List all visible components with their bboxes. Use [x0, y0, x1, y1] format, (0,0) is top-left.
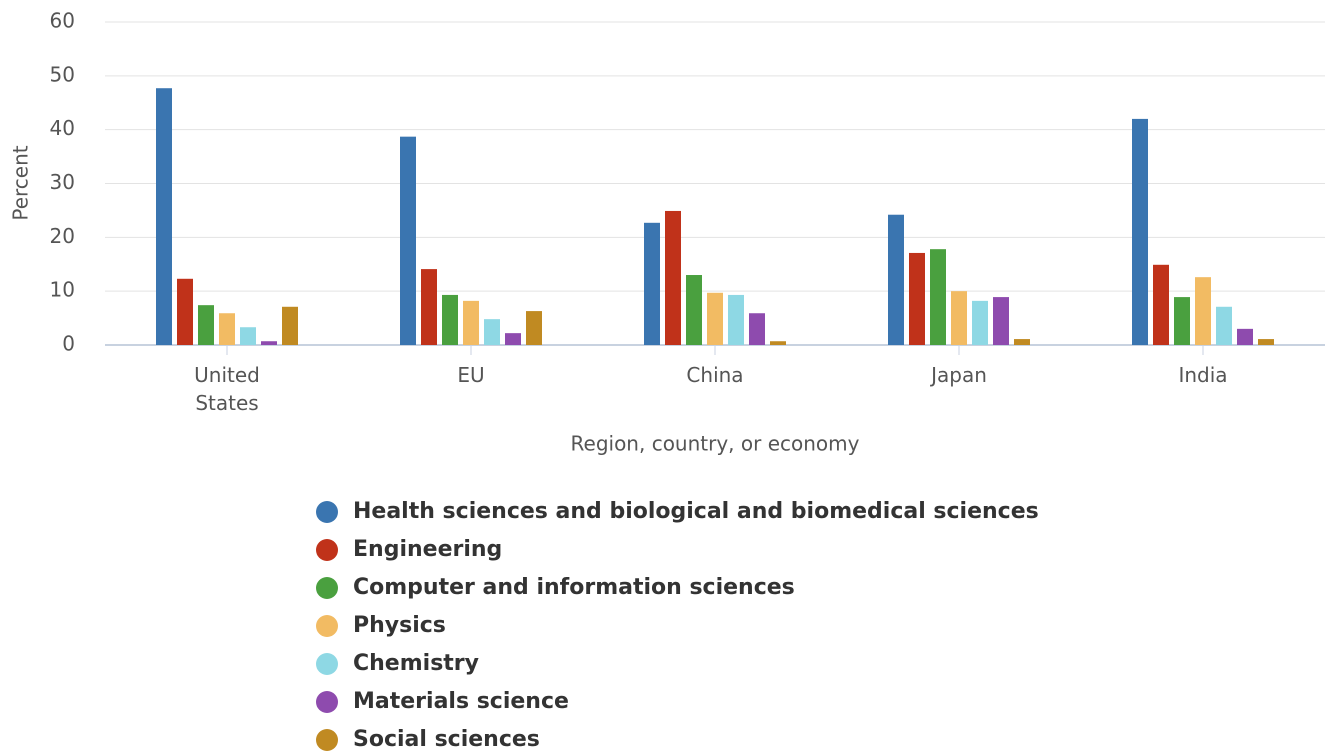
legend-label: Engineering [353, 537, 502, 562]
legend-label: Physics [353, 613, 446, 638]
bar [707, 292, 723, 345]
legend-label: Health sciences and biological and biome… [353, 499, 1039, 524]
bar [909, 252, 925, 345]
legend-swatch [316, 729, 338, 751]
y-tick-label: 30 [50, 170, 75, 194]
legend-label: Computer and information sciences [353, 575, 795, 600]
bar [749, 313, 765, 345]
legend-swatch [316, 577, 338, 599]
bar [526, 311, 542, 345]
legend-swatch [316, 539, 338, 561]
bar [665, 210, 681, 345]
bar [972, 300, 988, 345]
legend-label: Materials science [353, 689, 569, 714]
legend-label: Social sciences [353, 727, 540, 751]
bar [400, 136, 416, 345]
bar [505, 333, 521, 345]
y-tick-label: 50 [50, 62, 75, 86]
bar [421, 269, 437, 345]
bar [442, 294, 458, 345]
bar [770, 341, 786, 345]
bar [177, 278, 193, 345]
bar [1195, 277, 1211, 345]
bar [156, 88, 172, 345]
bar [951, 291, 967, 345]
bar [728, 294, 744, 345]
bar [1258, 339, 1274, 345]
x-tick-label: Japan [931, 363, 987, 387]
y-tick-label: 60 [50, 9, 75, 33]
x-tick-label: EU [457, 363, 485, 387]
bar [484, 319, 500, 345]
bar [282, 306, 298, 345]
bar [644, 222, 660, 345]
bar [1216, 306, 1232, 345]
legend-swatch [316, 615, 338, 637]
legend-label: Chemistry [353, 651, 479, 676]
x-axis-title: Region, country, or economy [571, 432, 860, 456]
bar [930, 249, 946, 345]
legend-swatch [316, 653, 338, 675]
bar [1132, 118, 1148, 346]
bar [463, 300, 479, 345]
bar [686, 275, 702, 345]
bar [219, 313, 235, 345]
bar [888, 214, 904, 345]
bar [1174, 297, 1190, 345]
x-tick-label: United States [194, 363, 260, 415]
bar [261, 341, 277, 345]
bar [240, 327, 256, 345]
bar [1237, 328, 1253, 345]
y-axis-title: Percent [9, 145, 33, 220]
x-tick-label: China [686, 363, 744, 387]
y-tick-label: 10 [50, 278, 75, 302]
bar [198, 305, 214, 345]
y-tick-label: 40 [50, 116, 75, 140]
y-tick-label: 20 [50, 224, 75, 248]
x-tick-label: India [1178, 363, 1228, 387]
legend-swatch [316, 501, 338, 523]
bar [1153, 264, 1169, 345]
y-tick-label: 0 [62, 332, 75, 356]
legend-swatch [316, 691, 338, 713]
bar [1014, 339, 1030, 345]
bar [993, 297, 1009, 345]
